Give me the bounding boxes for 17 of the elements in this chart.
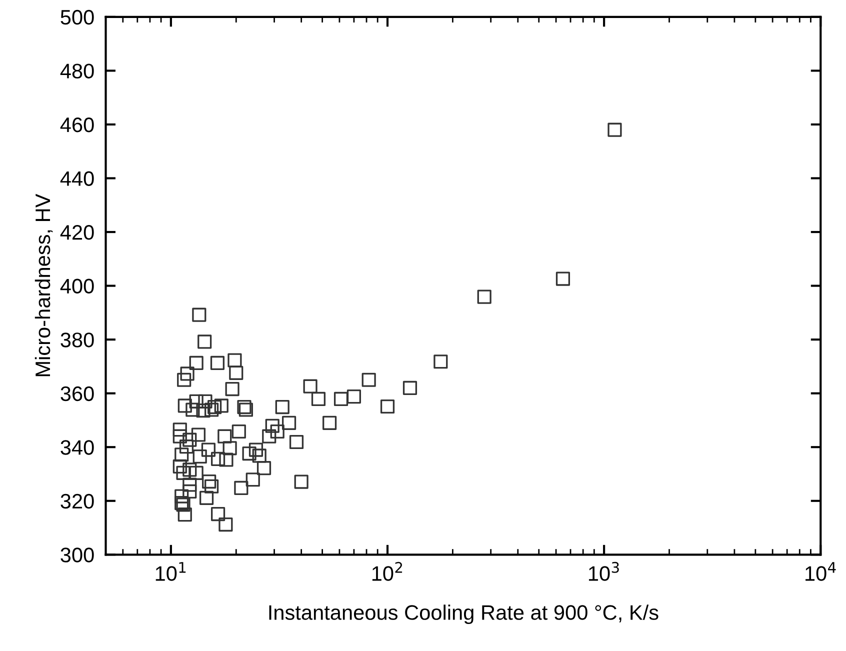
x-tick-label: 10$^{3}$ (588, 562, 619, 581)
y-tick-label: 380 (60, 332, 94, 348)
y-tick-label: 420 (60, 225, 94, 240)
y-axis-title: Micro-hardness, HV (34, 194, 53, 376)
y-tick-label: 360 (60, 386, 94, 402)
y-tick-label: 320 (60, 494, 94, 509)
y-tick-label: 460 (60, 117, 94, 132)
x-tick-label: 10$^{2}$ (372, 562, 402, 581)
y-tick-label: 500 (60, 10, 94, 25)
x-axis-title: Instantaneous Cooling Rate at 900 °C, K/s (269, 604, 658, 624)
y-tick-label: 300 (60, 548, 94, 562)
y-tick-label: 440 (60, 171, 94, 186)
x-tick-label: 10$^{1}$ (156, 562, 186, 581)
y-tick-label: 400 (60, 278, 94, 294)
x-tick-label: 10$^{4}$ (806, 562, 836, 581)
y-tick-label: 340 (60, 440, 94, 455)
y-tick-label: 480 (60, 64, 94, 78)
